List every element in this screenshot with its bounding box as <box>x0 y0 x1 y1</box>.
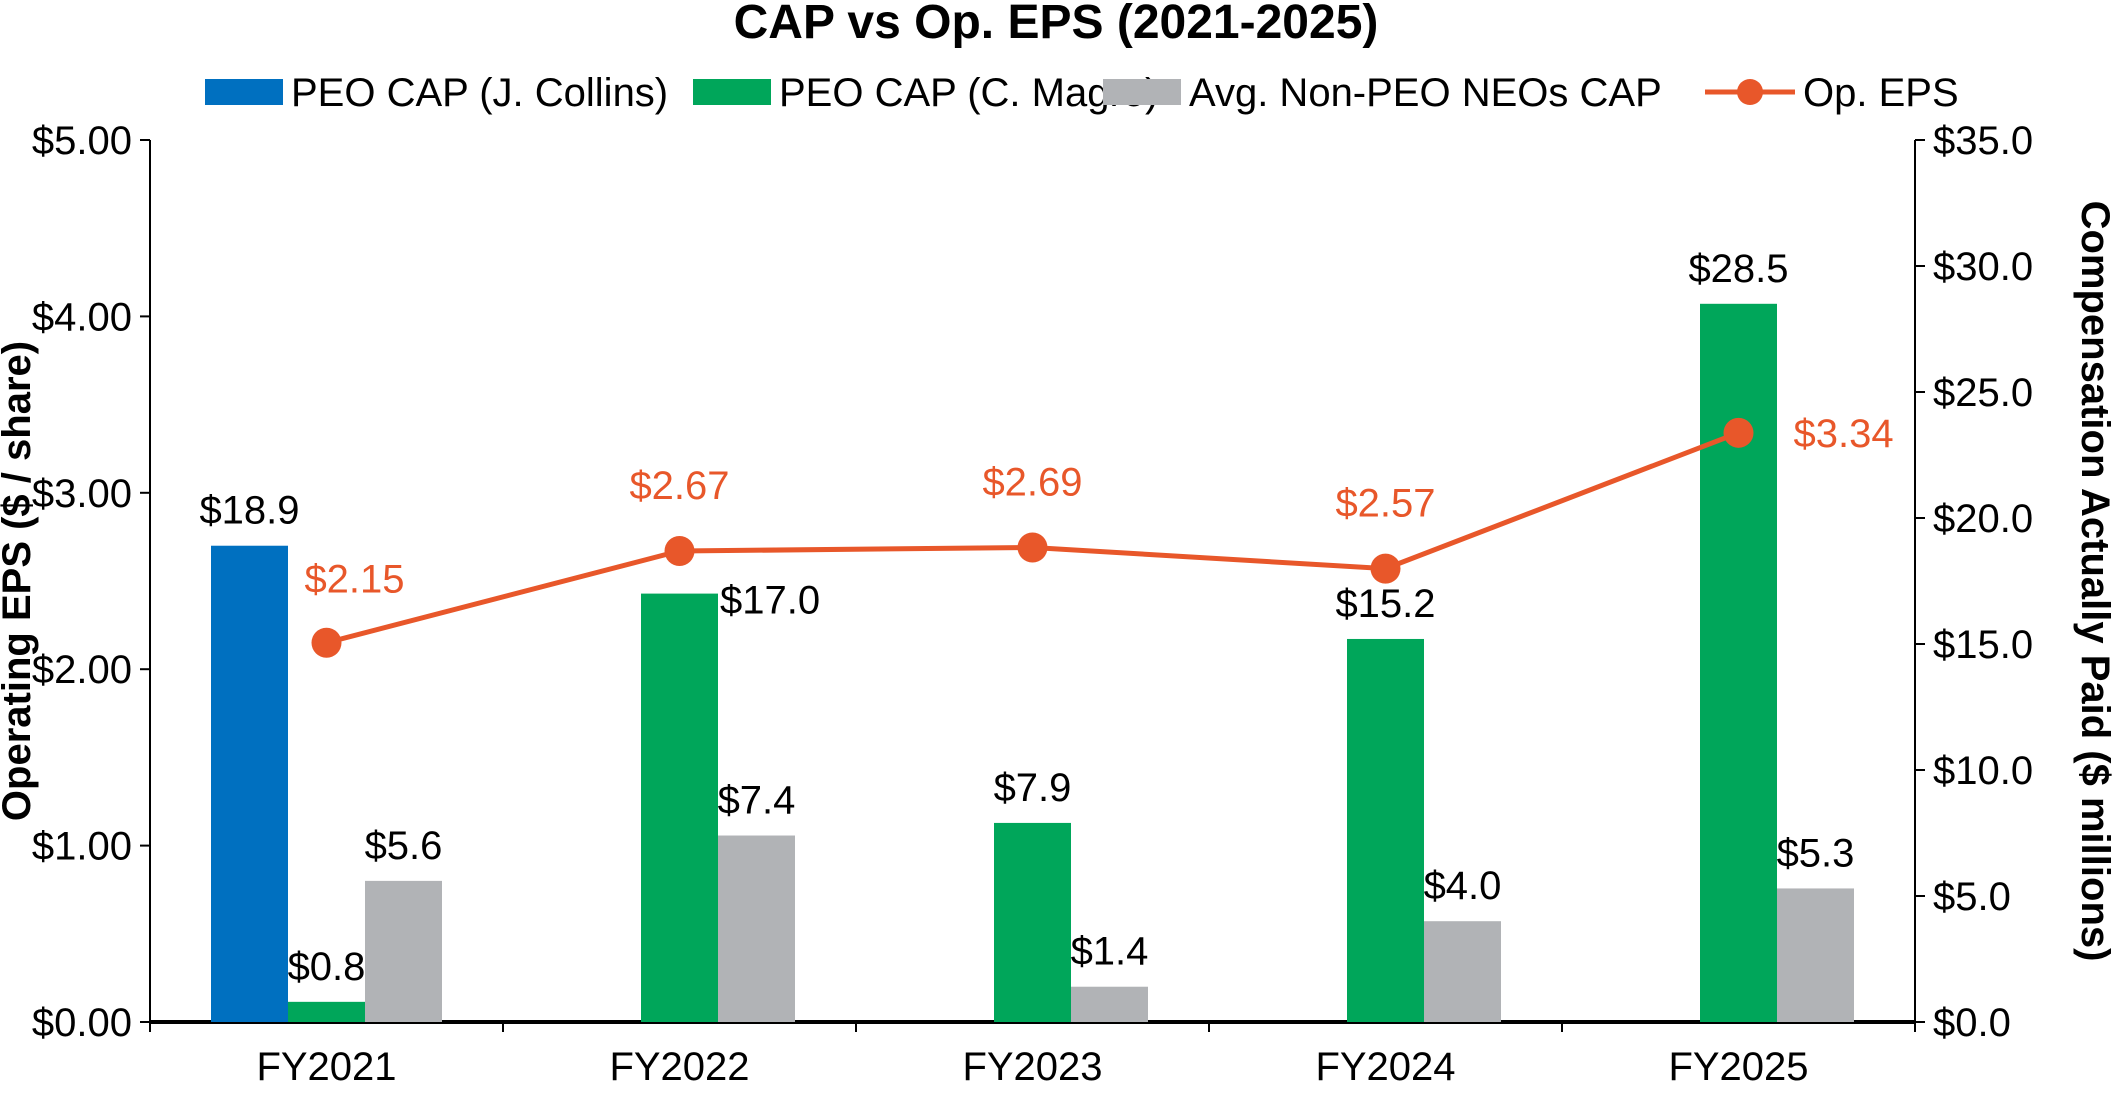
x-tick-label: FY2024 <box>1315 1045 1455 1089</box>
eps-line-series: $2.15 $2.67 $2.69 $2.57 $3.34 <box>304 412 1894 658</box>
bar-peo-cap-j-collins <box>211 545 288 1022</box>
x-tick-label: FY2023 <box>962 1045 1102 1089</box>
x-axis-ticks: FY2021 FY2022 FY2023 FY2024 FY2025 <box>149 1022 1916 1089</box>
legend-swatch <box>1103 79 1181 105</box>
bar-peo-cap-c-magro <box>288 1001 365 1022</box>
chart-title: CAP vs Op. EPS (2021-2025) <box>734 0 1379 49</box>
right-tick-label: $10.0 <box>1933 749 2033 793</box>
x-tick-label: FY2025 <box>1668 1045 1808 1089</box>
bar-data-label: $7.4 <box>718 779 796 823</box>
right-tick-label: $25.0 <box>1933 371 2033 415</box>
right-tick-label: $30.0 <box>1933 245 2033 289</box>
legend-label: PEO CAP (J. Collins) <box>291 71 668 115</box>
bar-peo-cap-c-magro <box>994 822 1071 1022</box>
eps-marker <box>664 536 695 567</box>
bar-peo-cap-c-magro <box>1347 638 1424 1022</box>
x-tick-label: FY2021 <box>256 1045 396 1089</box>
legend-label: Op. EPS <box>1803 71 1959 115</box>
left-tick-label: $2.00 <box>32 648 132 692</box>
left-tick-label: $0.00 <box>32 1001 132 1045</box>
right-tick-label: $0.0 <box>1933 1001 2011 1045</box>
left-tick-label: $4.00 <box>32 295 132 339</box>
bar-data-label: $4.0 <box>1424 864 1502 908</box>
bar-data-label: $15.2 <box>1335 582 1435 626</box>
legend-swatch <box>205 79 283 105</box>
eps-data-label: $2.69 <box>982 460 1082 504</box>
eps-data-label: $2.67 <box>629 464 729 508</box>
right-tick-label: $5.0 <box>1933 875 2011 919</box>
bar-avg-non-peo-neos-cap <box>365 880 442 1022</box>
legend-label: Avg. Non-PEO NEOs CAP <box>1189 71 1662 115</box>
right-tick-label: $15.0 <box>1933 623 2033 667</box>
bars <box>211 303 1854 1022</box>
legend-swatch <box>693 79 771 105</box>
right-tick-label: $35.0 <box>1933 119 2033 163</box>
bar-avg-non-peo-neos-cap <box>1071 986 1148 1022</box>
bar-peo-cap-c-magro <box>641 593 718 1022</box>
eps-marker <box>311 627 342 658</box>
legend: PEO CAP (J. Collins) PEO CAP (C. Magro) Av… <box>205 71 1959 115</box>
right-axis-ticks: $0.0 $5.0 $10.0 $15.0 $20.0 $25.0 $30.0 $35.0 <box>1915 119 2033 1045</box>
left-tick-label: $1.00 <box>32 825 132 869</box>
bar-avg-non-peo-neos-cap <box>718 835 795 1022</box>
right-tick-label: $20.0 <box>1933 497 2033 541</box>
x-tick-label: FY2022 <box>609 1045 749 1089</box>
left-axis-title: Operating EPS ($ / share) <box>0 341 39 821</box>
eps-marker <box>1370 553 1401 584</box>
bar-data-label: $7.9 <box>994 766 1072 810</box>
eps-data-label: $2.15 <box>304 558 404 602</box>
bar-data-label: $0.8 <box>288 945 366 989</box>
left-tick-label: $5.00 <box>32 119 132 163</box>
left-axis-ticks: $0.00 $1.00 $2.00 $3.00 $4.00 $5.00 <box>32 119 150 1045</box>
eps-data-label: $2.57 <box>1335 482 1435 526</box>
bar-avg-non-peo-neos-cap <box>1777 888 1854 1022</box>
legend-marker-swatch <box>1737 79 1763 105</box>
bar-peo-cap-c-magro <box>1700 303 1777 1022</box>
eps-marker <box>1017 532 1048 563</box>
bar-data-label: $17.0 <box>720 579 820 623</box>
bar-data-label: $5.3 <box>1777 831 1855 875</box>
right-axis-title: Compensation Actually Paid ($ millions) <box>2073 201 2112 962</box>
legend-label: PEO CAP (C. Magro) <box>779 71 1158 115</box>
bar-labels: $18.9 $0.8 $17.0 $7.9 $15.2 $28.5 $5.6 $7.4 $1.4… <box>199 247 1854 989</box>
eps-data-label: $3.34 <box>1794 412 1894 456</box>
eps-marker <box>1723 417 1754 448</box>
bar-data-label: $1.4 <box>1071 930 1149 974</box>
bar-avg-non-peo-neos-cap <box>1424 921 1501 1022</box>
bar-data-label: $28.5 <box>1688 247 1788 291</box>
bar-data-label: $5.6 <box>365 824 443 868</box>
left-tick-label: $3.00 <box>32 472 132 516</box>
bar-data-label: $18.9 <box>199 489 299 533</box>
